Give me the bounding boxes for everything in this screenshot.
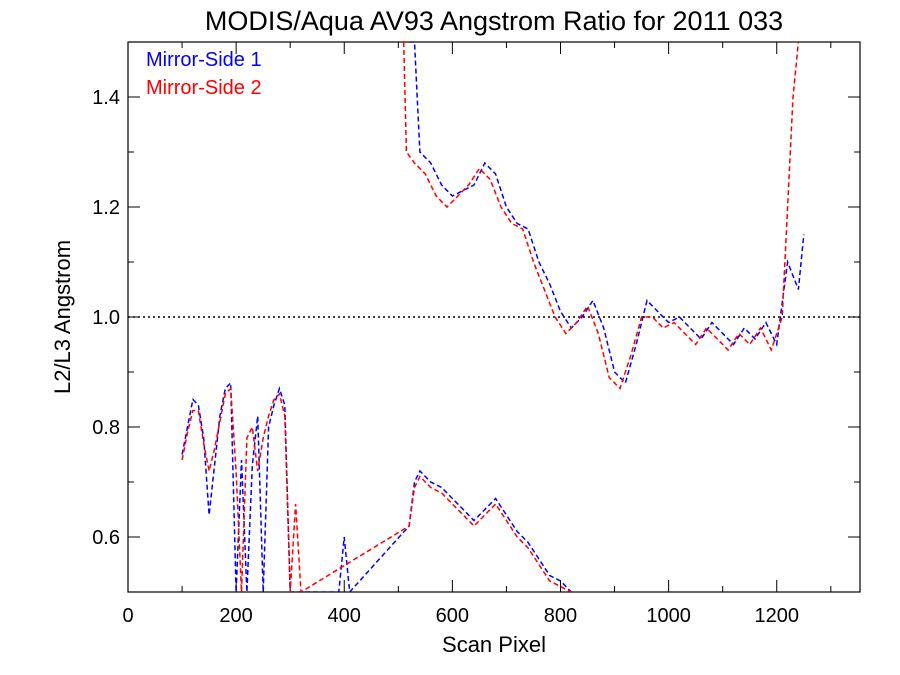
x-tick-label: 600 (436, 605, 469, 627)
y-tick-label: 1.4 (92, 87, 120, 109)
x-tick-label: 200 (219, 605, 252, 627)
y-tick-label: 1.2 (92, 197, 120, 219)
x-tick-label: 400 (328, 605, 361, 627)
x-tick-label: 0 (122, 605, 133, 627)
x-tick-label: 1200 (754, 605, 799, 627)
chart-title: MODIS/Aqua AV93 Angstrom Ratio for 2011 … (205, 6, 783, 36)
series-1-upper-bound-line (409, 42, 805, 385)
y-tick-label: 0.8 (92, 417, 120, 439)
y-tick-label: 1.0 (92, 307, 120, 329)
x-axis-label: Scan Pixel (442, 632, 546, 657)
legend-mirror-side-1: Mirror-Side 1 (146, 49, 262, 71)
series-2-upper-bound-line (402, 42, 800, 390)
series-2-lower-bound-line (181, 386, 572, 592)
x-tick-label: 800 (544, 605, 577, 627)
y-axis-label: L2/L3 Angstrom (50, 240, 75, 394)
y-tick-label: 0.6 (92, 527, 120, 549)
bound-lines (181, 42, 805, 592)
legend-mirror-side-2: Mirror-Side 2 (146, 77, 262, 99)
axis-ticks: 0 200 400 600 800 1000 1200 0.6 0.8 1.0 1.2 1.4 (92, 41, 860, 627)
x-tick-label: 1000 (646, 605, 691, 627)
series-1-lower-bound-line (181, 381, 572, 592)
data-points (182, 42, 803, 531)
